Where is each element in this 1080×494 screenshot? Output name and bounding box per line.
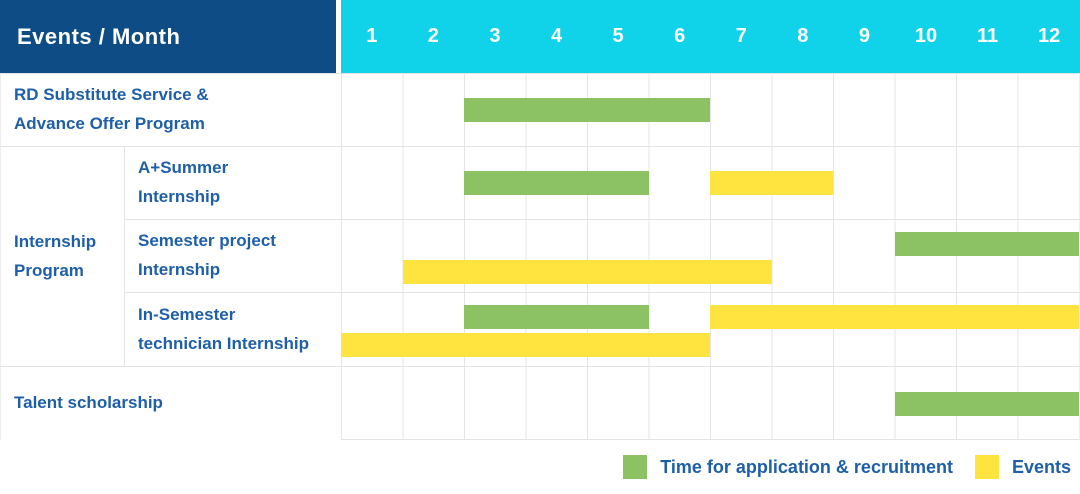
row-label-line: In-Semester xyxy=(138,304,236,324)
month-label: 7 xyxy=(735,25,747,47)
gantt-table: Events / Month 1 2 3 4 5 6 7 8 9 10 11 12 RD Substi… xyxy=(0,0,1080,440)
table-title: Events / Month xyxy=(17,23,181,49)
month-label: 6 xyxy=(674,25,686,47)
gantt-row-in-semester-technician xyxy=(341,292,1080,366)
gantt-row-talent-scholarship xyxy=(341,366,1080,440)
gantt-row-a-summer xyxy=(341,146,1080,219)
events-month-header-cell: Events / Month xyxy=(0,0,341,73)
month-label: 8 xyxy=(797,25,809,47)
legend-label: Time for application & recruitment xyxy=(660,456,953,477)
yellow-swatch-icon xyxy=(974,455,999,479)
row-label-line: technician Internship xyxy=(138,333,309,353)
row-label-line: Internship xyxy=(138,260,221,279)
month-label: 11 xyxy=(976,25,999,47)
row-label-line: Talent scholarship xyxy=(14,393,163,413)
gantt-bar xyxy=(341,333,710,357)
gantt-bar xyxy=(894,232,1079,256)
month-label: 3 xyxy=(489,25,501,47)
row-label-line: A+Summer xyxy=(138,158,229,178)
gantt-bar xyxy=(464,98,710,122)
month-header-row: 1 2 3 4 5 6 7 8 9 10 11 12 xyxy=(341,0,1080,73)
gantt-row-semester-project xyxy=(341,219,1080,292)
group-label-internship-program: Internship Program xyxy=(0,146,124,366)
group-label-line: Program xyxy=(14,260,84,280)
gantt-bar xyxy=(710,171,833,195)
legend-label: Events xyxy=(1011,456,1071,477)
legend-item-application-recruitment: Time for application & recruitment xyxy=(623,455,953,479)
month-label: 2 xyxy=(427,25,439,47)
gantt-bar xyxy=(464,171,649,195)
row-label-a-summer: A+Summer Internship xyxy=(124,146,341,219)
green-swatch-icon xyxy=(623,455,648,479)
row-label-line: Advance Offer Program xyxy=(14,114,205,133)
gantt-bar xyxy=(402,260,772,284)
month-label: 4 xyxy=(550,25,563,47)
group-label-line: Internship xyxy=(14,231,97,251)
month-label: 10 xyxy=(914,25,938,47)
month-label: 12 xyxy=(1038,25,1061,47)
month-label: 5 xyxy=(612,25,624,47)
gantt-bar xyxy=(464,305,649,329)
row-label-in-semester-technician: In-Semester technician Internship xyxy=(124,292,341,366)
gantt-row-rd-substitute xyxy=(341,73,1080,146)
gantt-bar xyxy=(894,391,1079,416)
gantt-bar xyxy=(710,305,1079,329)
legend: Time for application & recruitment Event… xyxy=(0,440,1080,494)
row-label-line: Internship xyxy=(138,187,221,206)
row-label-talent-scholarship: Talent scholarship xyxy=(0,366,341,440)
row-label-rd-substitute: RD Substitute Service & Advance Offer Pr… xyxy=(0,73,341,146)
row-label-semester-project: Semester project Internship xyxy=(124,219,341,292)
row-label-line: Semester project xyxy=(138,231,276,251)
row-label-line: RD Substitute Service & xyxy=(14,85,209,105)
month-label: 9 xyxy=(858,25,870,47)
legend-item-events: Events xyxy=(974,455,1071,479)
month-label: 1 xyxy=(366,25,378,47)
